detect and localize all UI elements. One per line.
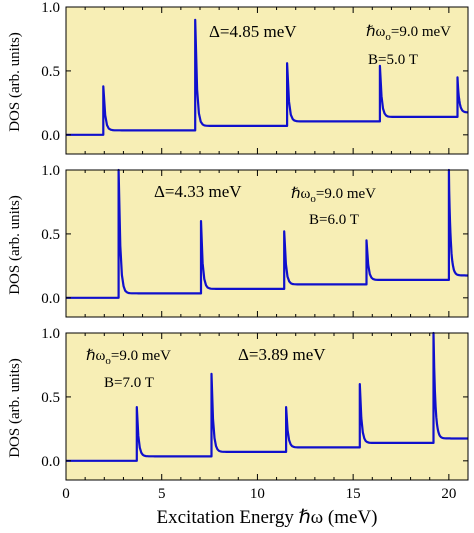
- y-tick-label: 0.5: [41, 227, 60, 243]
- omega-annotation: ℏωo=9.0 meV: [86, 348, 171, 367]
- y-axis-label: DOS (arb. units): [7, 195, 23, 295]
- x-tick-label: 15: [346, 486, 361, 502]
- y-tick-label: 0.5: [41, 64, 60, 80]
- y-tick-label: 0.0: [41, 128, 60, 144]
- plot-area: [66, 170, 468, 317]
- plot-area: [66, 333, 468, 480]
- x-tick-label: 0: [62, 486, 70, 502]
- field-annotation: B=6.0 T: [309, 212, 359, 228]
- plot-frame: [65, 169, 469, 318]
- dos-curve: [66, 18, 469, 136]
- y-axis-label: DOS (arb. units): [7, 32, 23, 132]
- y-axis-label: DOS (arb. units): [7, 358, 23, 458]
- omega-annotation: ℏωo=9.0 meV: [291, 186, 376, 205]
- x-tick-label: 20: [441, 486, 456, 502]
- panel-b5: 0.0 0.5 1.0 Δ=4.85 meV ℏωo=9.0 meV B=5.0 T: [41, 0, 469, 155]
- y-tick-label: 1.0: [41, 326, 60, 342]
- delta-annotation: Δ=4.33 meV: [154, 182, 242, 201]
- x-tick-label: 10: [250, 486, 265, 502]
- y-tick-label: 0.0: [41, 454, 60, 470]
- x-tick-label: 5: [158, 486, 166, 502]
- panel-b6: 0.0 0.5 1.0 Δ=4.33 meV ℏωo=9.0 meV B=6.0 T: [41, 163, 469, 318]
- field-annotation: B=5.0 T: [368, 52, 418, 68]
- omega-annotation: ℏωo=9.0 meV: [366, 24, 451, 43]
- delta-annotation: Δ=3.89 meV: [238, 345, 326, 364]
- dos-curve: [66, 168, 469, 299]
- y-tick-label: 1.0: [41, 163, 60, 179]
- field-annotation: B=7.0 T: [104, 375, 154, 391]
- y-tick-label: 0.0: [41, 291, 60, 307]
- y-tick-label: 1.0: [41, 0, 60, 16]
- panel-b7: 0.0 0.5 1.0 0 5 10 15 20 ℏωo=9.0 meV B=7.0 T Δ…: [41, 326, 469, 502]
- x-axis-label: Excitation Energy ℏω (meV): [157, 507, 378, 528]
- delta-annotation: Δ=4.85 meV: [209, 22, 297, 41]
- dos-curve: [66, 331, 469, 462]
- y-tick-label: 0.5: [41, 390, 60, 406]
- plot-frame: [65, 332, 469, 481]
- plot-frame: [65, 6, 469, 155]
